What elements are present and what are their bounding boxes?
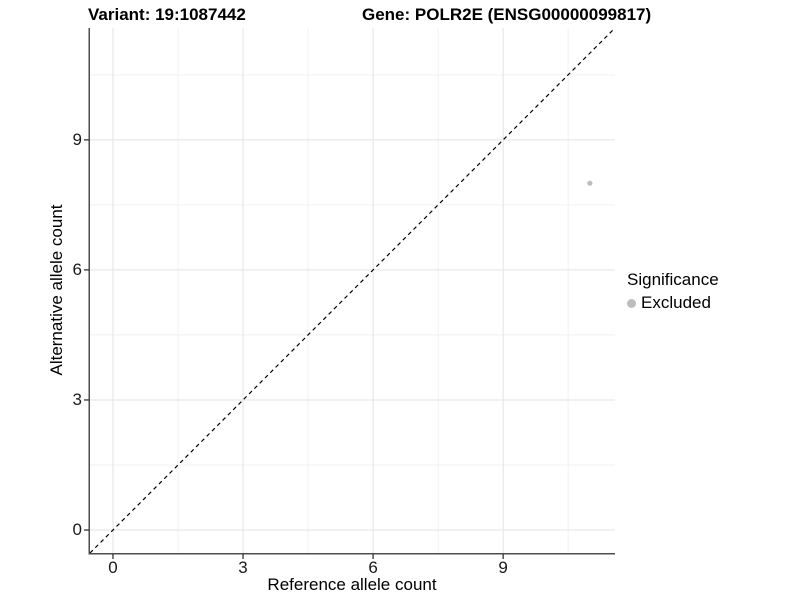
- y-axis-title: Alternative allele count: [47, 204, 66, 376]
- legend: Significance Excluded: [627, 270, 719, 313]
- legend-label: Excluded: [641, 293, 711, 312]
- x-tick-label: 9: [498, 558, 508, 577]
- legend-title: Significance: [627, 270, 719, 289]
- x-tick-label: 6: [368, 558, 378, 577]
- x-axis-title: Reference allele count: [267, 575, 437, 594]
- x-tick-label: 3: [238, 558, 248, 577]
- plot-title-variant: Variant: 19:1087442: [88, 5, 246, 24]
- y-tick-label: 6: [72, 259, 82, 279]
- y-tick-label: 3: [72, 389, 82, 409]
- x-tick-label: 0: [108, 558, 118, 577]
- plot-title-gene: Gene: POLR2E (ENSG00000099817): [362, 5, 652, 24]
- legend-item-excluded: Excluded: [627, 293, 719, 313]
- y-tick-label: 9: [72, 129, 82, 149]
- y-tick-label: 0: [72, 520, 82, 540]
- legend-marker-circle-icon: [627, 298, 636, 308]
